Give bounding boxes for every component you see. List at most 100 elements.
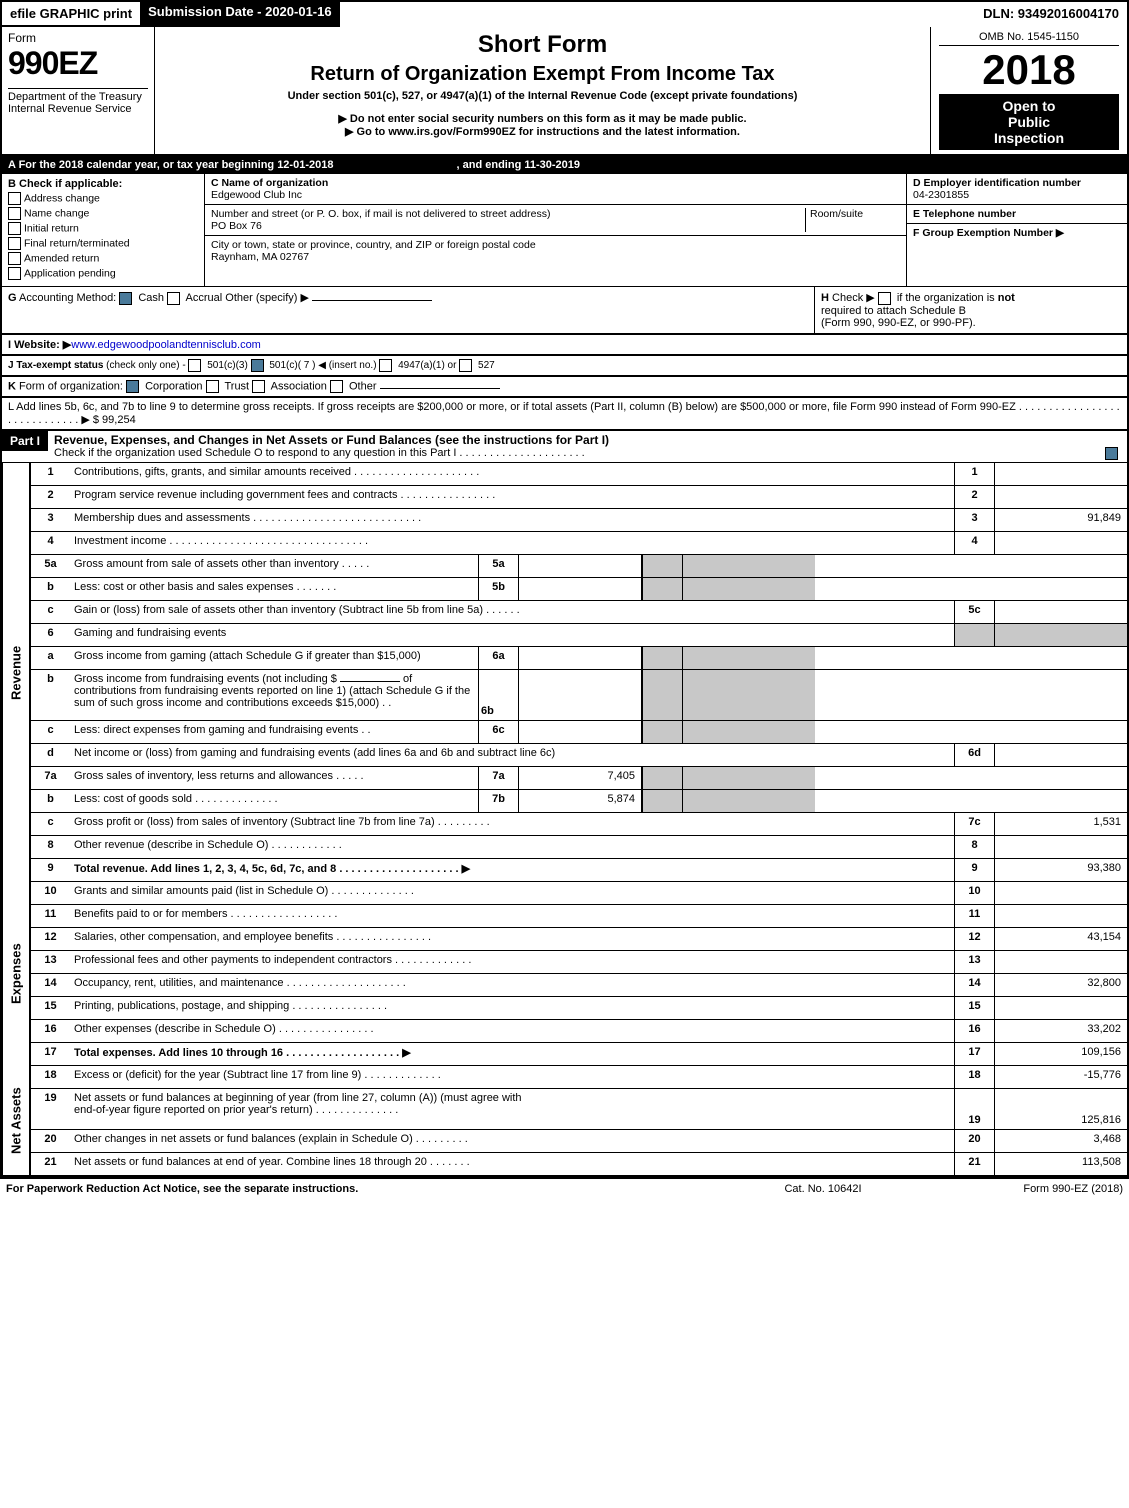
- ln6-num: 6: [31, 624, 70, 646]
- ln15-num: 15: [31, 997, 70, 1019]
- ln10-num: 10: [31, 882, 70, 904]
- ln18-desc: Excess or (deficit) for the year (Subtra…: [70, 1066, 954, 1088]
- ln12-val: 43,154: [994, 928, 1127, 950]
- ein-val: 04-2301855: [913, 189, 969, 201]
- ln21-num: 21: [31, 1153, 70, 1175]
- chk-name-change[interactable]: Name change: [8, 207, 198, 220]
- website-link[interactable]: www.edgewoodpoolandtennisclub.com: [71, 339, 261, 351]
- ln5b-subval: [519, 578, 642, 600]
- chk-assoc[interactable]: [252, 380, 265, 393]
- gross-receipts-val: $ 99,254: [93, 414, 136, 426]
- ln6b-sub: 6b: [478, 670, 519, 720]
- ln3-box: 3: [954, 509, 994, 531]
- return-title: Return of Organization Exempt From Incom…: [163, 63, 922, 86]
- city-label: City or town, state or province, country…: [211, 239, 536, 251]
- goto-link[interactable]: ▶ Go to www.irs.gov/Form990EZ for instru…: [163, 125, 922, 138]
- chk-application-pending[interactable]: Application pending: [8, 267, 198, 280]
- chk-final-return[interactable]: Final return/terminated: [8, 237, 198, 250]
- ln2-desc: Program service revenue including govern…: [70, 486, 954, 508]
- ln20-desc: Other changes in net assets or fund bala…: [70, 1130, 954, 1152]
- ln2-box: 2: [954, 486, 994, 508]
- entity-info: B Check if applicable: Address change Na…: [0, 174, 1129, 286]
- ln5a-desc: Gross amount from sale of assets other t…: [70, 555, 478, 577]
- ln7c-num: c: [31, 813, 70, 835]
- city-val: Raynham, MA 02767: [211, 251, 309, 263]
- ln7a-sub: 7a: [478, 767, 519, 789]
- ln4-val: [994, 532, 1127, 554]
- line-i: I Website: ▶www.edgewoodpoolandtennisclu…: [0, 335, 1129, 356]
- ln6b-num: b: [31, 670, 70, 720]
- ln7c-val: 1,531: [994, 813, 1127, 835]
- chk-accrual[interactable]: [167, 292, 180, 305]
- ln3-val: 91,849: [994, 509, 1127, 531]
- ln19-num: 19: [31, 1089, 70, 1129]
- line-l: L Add lines 5b, 6c, and 7b to line 9 to …: [0, 398, 1129, 431]
- ln6a-sub: 6a: [478, 647, 519, 669]
- ln19-box: 19: [954, 1089, 994, 1129]
- ln6c-subval: [519, 721, 642, 743]
- ln13-box: 13: [954, 951, 994, 973]
- section-def: D Employer identification number 04-2301…: [906, 174, 1127, 286]
- ln21-val: 113,508: [994, 1153, 1127, 1175]
- chk-cash[interactable]: [119, 292, 132, 305]
- part1-label: Part I: [2, 431, 48, 451]
- ln20-num: 20: [31, 1130, 70, 1152]
- ln4-desc: Investment income . . . . . . . . . . . …: [70, 532, 954, 554]
- form-number: 990EZ: [8, 45, 148, 82]
- ein-label: D Employer identification number: [913, 177, 1081, 189]
- ln1-box: 1: [954, 463, 994, 485]
- ln20-val: 3,468: [994, 1130, 1127, 1152]
- addr-val: PO Box 76: [211, 220, 262, 232]
- ln4-box: 4: [954, 532, 994, 554]
- ln21-desc: Net assets or fund balances at end of ye…: [70, 1153, 954, 1175]
- period-begin: A For the 2018 calendar year, or tax yea…: [0, 156, 1129, 174]
- chk-address-change[interactable]: Address change: [8, 192, 198, 205]
- chk-corp[interactable]: [126, 380, 139, 393]
- chk-sched-o-used[interactable]: [1105, 447, 1118, 460]
- ln16-box: 16: [954, 1020, 994, 1042]
- form-header: Form 990EZ Department of the Treasury In…: [0, 27, 1129, 156]
- chk-501c3[interactable]: [188, 359, 201, 372]
- chk-amended[interactable]: Amended return: [8, 252, 198, 265]
- ln6a-shade2: [682, 647, 815, 669]
- chk-trust[interactable]: [206, 380, 219, 393]
- chk-501c[interactable]: [251, 359, 264, 372]
- ln9-val: 93,380: [994, 859, 1127, 881]
- chk-sched-b[interactable]: [878, 292, 891, 305]
- ln1-desc: Contributions, gifts, grants, and simila…: [70, 463, 954, 485]
- ln12-desc: Salaries, other compensation, and employ…: [70, 928, 954, 950]
- omb-number: OMB No. 1545-1150: [939, 31, 1119, 46]
- ln5b-desc: Less: cost or other basis and sales expe…: [70, 578, 478, 600]
- part1-header: Part I Revenue, Expenses, and Changes in…: [0, 431, 1129, 463]
- ln19-desc: Net assets or fund balances at beginning…: [70, 1089, 954, 1129]
- ln11-val: [994, 905, 1127, 927]
- ln5a-subval: [519, 555, 642, 577]
- ln21-box: 21: [954, 1153, 994, 1175]
- line-k: K Form of organization: Corporation Trus…: [0, 377, 1129, 398]
- netassets-label: Net Assets: [2, 1066, 29, 1175]
- ln7b-shade: [642, 790, 682, 812]
- chk-other-org[interactable]: [330, 380, 343, 393]
- paperwork-notice: For Paperwork Reduction Act Notice, see …: [6, 1183, 723, 1195]
- efile-print-link[interactable]: efile GRAPHIC print: [0, 0, 140, 27]
- public: Public: [943, 114, 1115, 130]
- ln6a-num: a: [31, 647, 70, 669]
- ln6b-desc: Gross income from fundraising events (no…: [70, 670, 478, 720]
- ln6c-num: c: [31, 721, 70, 743]
- chk-4947[interactable]: [379, 359, 392, 372]
- netassets-section: Net Assets 18Excess or (deficit) for the…: [0, 1066, 1129, 1177]
- line-h-3: (Form 990, 990-EZ, or 990-PF).: [821, 317, 1121, 329]
- ln6d-num: d: [31, 744, 70, 766]
- addr-block: Number and street (or P. O. box, if mail…: [205, 205, 906, 236]
- ln8-desc: Other revenue (describe in Schedule O) .…: [70, 836, 954, 858]
- ln6d-desc: Net income or (loss) from gaming and fun…: [70, 744, 954, 766]
- ln7b-shade2: [682, 790, 815, 812]
- ln9-box: 9: [954, 859, 994, 881]
- open-to: Open to: [943, 98, 1115, 114]
- chk-initial-return[interactable]: Initial return: [8, 222, 198, 235]
- ln13-desc: Professional fees and other payments to …: [70, 951, 954, 973]
- page-footer: For Paperwork Reduction Act Notice, see …: [0, 1177, 1129, 1199]
- ln14-box: 14: [954, 974, 994, 996]
- chk-527[interactable]: [459, 359, 472, 372]
- ln5c-desc: Gain or (loss) from sale of assets other…: [70, 601, 954, 623]
